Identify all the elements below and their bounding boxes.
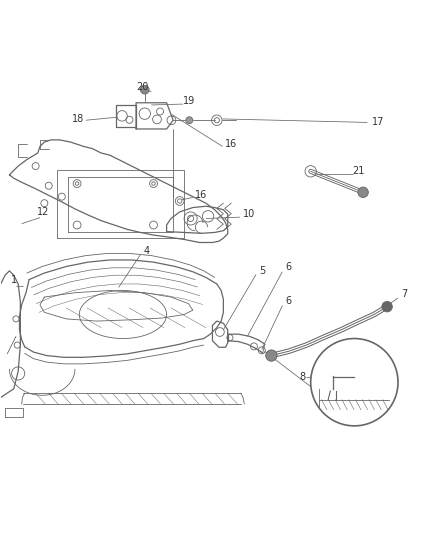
Text: 18: 18	[72, 114, 85, 124]
Text: 1: 1	[11, 276, 17, 286]
Text: 7: 7	[402, 289, 408, 300]
Text: 21: 21	[353, 166, 365, 176]
Text: 6: 6	[285, 262, 291, 272]
Circle shape	[311, 338, 398, 426]
Circle shape	[186, 117, 193, 124]
Text: 16: 16	[225, 139, 237, 149]
Text: 8: 8	[299, 372, 305, 382]
Text: 5: 5	[260, 266, 266, 276]
Circle shape	[357, 365, 371, 379]
Text: 16: 16	[195, 190, 208, 200]
Text: 6: 6	[285, 296, 291, 306]
Text: 19: 19	[183, 96, 195, 107]
Circle shape	[358, 187, 368, 198]
Text: 9: 9	[364, 344, 371, 353]
Text: 12: 12	[37, 207, 49, 217]
Text: 4: 4	[144, 246, 150, 256]
Circle shape	[141, 85, 149, 94]
Text: 17: 17	[372, 117, 385, 127]
Text: 20: 20	[136, 83, 149, 93]
Text: 10: 10	[243, 209, 255, 219]
Circle shape	[382, 302, 392, 312]
Circle shape	[266, 350, 277, 361]
